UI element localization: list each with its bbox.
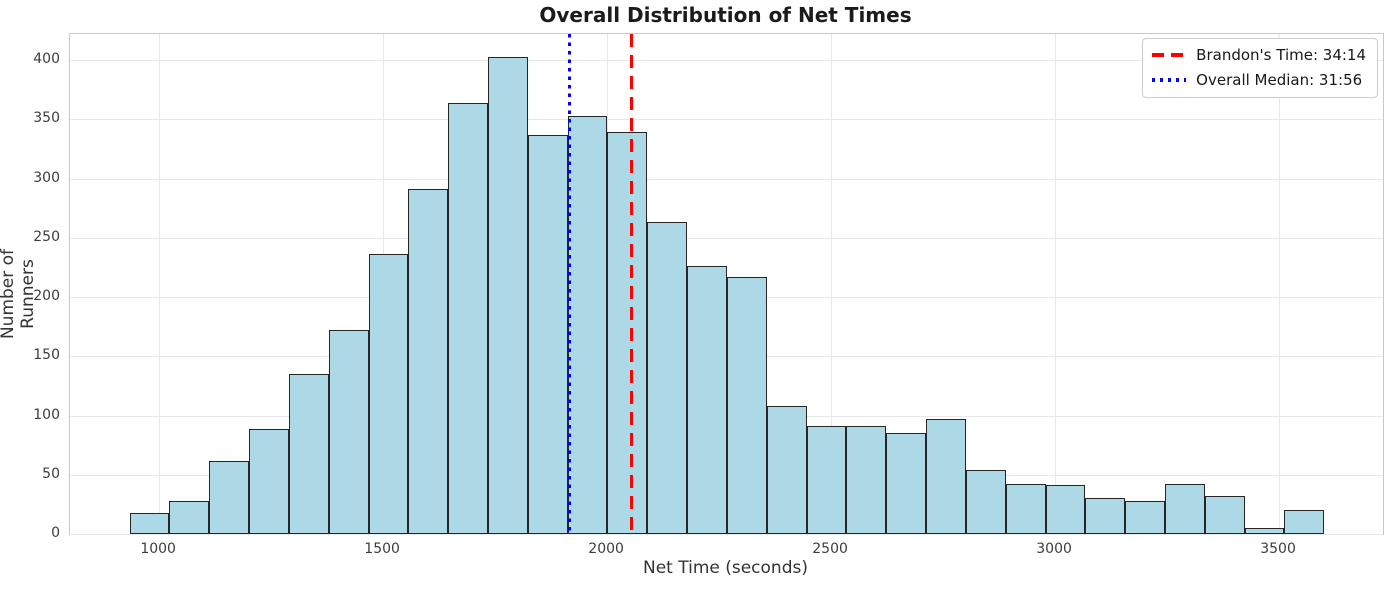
histogram-bar [1045, 485, 1086, 534]
gridline-horizontal [70, 534, 1383, 535]
histogram-bar [328, 330, 369, 534]
histogram-bar [766, 406, 807, 534]
y-tick-label: 400 [33, 51, 60, 68]
histogram-bar [567, 115, 608, 534]
gridline-vertical [1279, 34, 1281, 534]
y-tick-label: 250 [33, 228, 60, 245]
gridline-horizontal [70, 237, 1383, 239]
y-tick-label: 350 [33, 110, 60, 127]
gridline-vertical [159, 34, 161, 534]
histogram-bar [1204, 496, 1245, 534]
x-tick-label: 2500 [812, 541, 848, 557]
gridline-vertical [831, 34, 833, 534]
y-tick-label: 0 [51, 525, 60, 541]
histogram-bar [846, 426, 887, 534]
y-tick-label: 150 [33, 347, 60, 364]
legend-item-overall-median: Overall Median: 31:56 [1152, 71, 1366, 89]
histogram-bar [129, 512, 170, 534]
legend-label: Overall Median: 31:56 [1196, 71, 1363, 89]
histogram-bar [1284, 510, 1325, 534]
y-axis-label: Number of Runners [0, 248, 38, 340]
histogram-bar [169, 500, 210, 534]
histogram-bar [886, 433, 927, 534]
x-tick-label: 3500 [1260, 541, 1296, 557]
brandons-time-line [629, 34, 634, 534]
y-tick-label: 200 [33, 288, 60, 305]
gridline-horizontal [70, 178, 1383, 180]
chart-title: Overall Distribution of Net Times [539, 3, 912, 27]
red-dashed-line-icon [1152, 53, 1187, 57]
overall-median-line [567, 34, 571, 534]
histogram-bar [288, 374, 329, 534]
histogram-bar [488, 56, 528, 534]
histogram-bar [1005, 484, 1046, 534]
histogram-bar [448, 102, 488, 534]
histogram-bar [1085, 498, 1126, 534]
legend-item-brandons-time: Brandon's Time: 34:14 [1152, 46, 1366, 64]
histogram-bar [926, 419, 966, 534]
x-tick-label: 2000 [588, 541, 624, 557]
histogram-bar [965, 470, 1006, 534]
histogram-bar [1244, 528, 1285, 534]
gridline-horizontal [70, 119, 1383, 121]
legend: Brandon's Time: 34:14 Overall Median: 31… [1142, 38, 1378, 98]
plot-area [69, 33, 1384, 535]
y-tick-label: 100 [33, 406, 60, 423]
y-tick-label: 300 [33, 169, 60, 186]
gridline-horizontal [70, 60, 1383, 62]
histogram-bar [249, 428, 289, 534]
histogram-bar [726, 276, 767, 534]
histogram-bar [527, 134, 568, 534]
histogram-bar [1165, 484, 1205, 534]
histogram-bar [1125, 500, 1165, 534]
histogram-bar [607, 132, 648, 534]
histogram-bar [368, 254, 409, 534]
x-tick-label: 1000 [140, 541, 176, 557]
histogram-bar [806, 426, 847, 534]
x-tick-label: 1500 [364, 541, 400, 557]
x-axis-label: Net Time (seconds) [642, 558, 808, 578]
histogram-bar [209, 460, 250, 534]
histogram-bar [647, 222, 688, 534]
histogram-bar [408, 189, 449, 534]
legend-label: Brandon's Time: 34:14 [1196, 46, 1366, 64]
y-tick-label: 50 [42, 465, 60, 482]
x-tick-label: 3000 [1036, 541, 1072, 557]
blue-dotted-line-icon [1152, 78, 1187, 82]
histogram-bar [687, 266, 727, 534]
gridline-vertical [1055, 34, 1057, 534]
